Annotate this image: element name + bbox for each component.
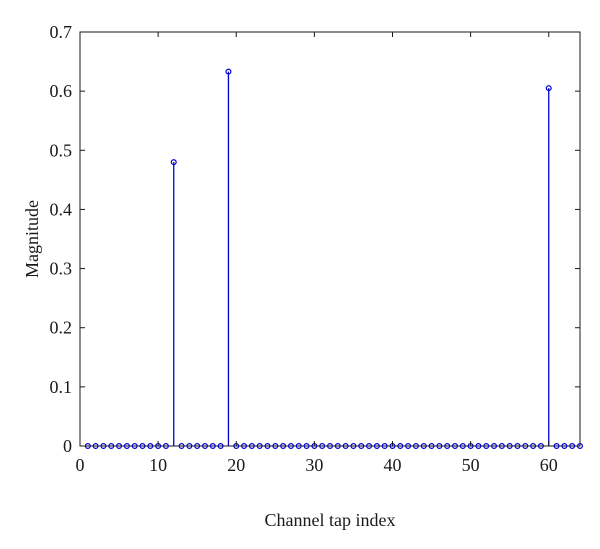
stem-marker: [280, 443, 287, 450]
stem-marker: [561, 443, 568, 450]
stem-marker: [327, 443, 334, 450]
stem-marker: [506, 443, 513, 450]
y-tick-label: 0.4: [50, 199, 73, 219]
stems-layer: [84, 68, 583, 450]
plot-area: [79, 31, 581, 447]
stem-marker: [147, 443, 154, 450]
stem-marker: [241, 443, 248, 450]
stem-marker: [131, 443, 138, 450]
stem-marker: [498, 443, 505, 450]
stem-marker: [569, 443, 576, 450]
stem-marker: [264, 443, 271, 450]
stem-marker: [287, 443, 294, 450]
x-tick-label: 10: [149, 455, 167, 475]
stem-marker: [194, 443, 201, 450]
stem-marker: [412, 443, 419, 450]
stem-marker: [514, 443, 521, 450]
stem-marker: [170, 159, 177, 166]
stem-marker: [209, 443, 216, 450]
y-tick-label: 0.1: [50, 377, 73, 397]
stem-marker: [397, 443, 404, 450]
stem-marker: [178, 443, 185, 450]
stem-marker: [342, 443, 349, 450]
y-tick-label: 0.5: [50, 140, 73, 160]
y-tick-label: 0: [63, 436, 72, 456]
y-tick-label: 0.6: [50, 81, 73, 101]
stem-marker: [545, 85, 552, 92]
stem-marker: [139, 443, 146, 450]
stem-marker: [100, 443, 107, 450]
y-tick-label: 0.7: [50, 22, 73, 42]
stem-marker: [530, 443, 537, 450]
stem-marker: [84, 443, 91, 450]
x-tick-label: 20: [227, 455, 245, 475]
stem-marker: [256, 443, 263, 450]
stem-marker: [248, 443, 255, 450]
stem-marker: [350, 443, 357, 450]
y-tick-label: 0.3: [50, 259, 73, 279]
stem-marker: [92, 443, 99, 450]
stem-marker: [272, 443, 279, 450]
stem-marker: [491, 443, 498, 450]
stem-marker: [162, 443, 169, 450]
stem-marker: [217, 443, 224, 450]
x-axis-title: Channel tap index: [265, 510, 396, 530]
stem-marker: [373, 443, 380, 450]
stem-marker: [303, 443, 310, 450]
stem-marker: [475, 443, 482, 450]
stem-marker: [553, 443, 560, 450]
ticks-layer: 0 10 20 30 40 50 60 0 0.1 0.2 0.3 0.4 0.5 0.6 0.7: [50, 22, 580, 475]
stem-marker: [452, 443, 459, 450]
stem-marker: [358, 443, 365, 450]
stem-marker: [420, 443, 427, 450]
stem-marker: [116, 443, 123, 450]
stem-marker: [123, 443, 130, 450]
stem-marker: [295, 443, 302, 450]
stem-marker: [108, 443, 115, 450]
stem-marker: [444, 443, 451, 450]
stem-marker: [334, 443, 341, 450]
stem-marker: [186, 443, 193, 450]
y-tick-label: 0.2: [50, 318, 73, 338]
stem-marker: [522, 443, 529, 450]
stem-marker: [428, 443, 435, 450]
x-tick-label: 50: [462, 455, 480, 475]
stem-marker: [366, 443, 373, 450]
y-axis-title: Magnitude: [22, 200, 42, 278]
stem-marker: [405, 443, 412, 450]
x-tick-label: 40: [384, 455, 402, 475]
stem-marker: [319, 443, 326, 450]
stem-marker: [202, 443, 209, 450]
stem-marker: [459, 443, 466, 450]
stem-marker: [436, 443, 443, 450]
x-tick-label: 60: [540, 455, 558, 475]
stem-marker: [483, 443, 490, 450]
stem-marker: [537, 443, 544, 450]
x-tick-label: 0: [76, 455, 85, 475]
stem-marker: [225, 68, 232, 75]
stem-marker: [381, 443, 388, 450]
x-tick-label: 30: [305, 455, 323, 475]
